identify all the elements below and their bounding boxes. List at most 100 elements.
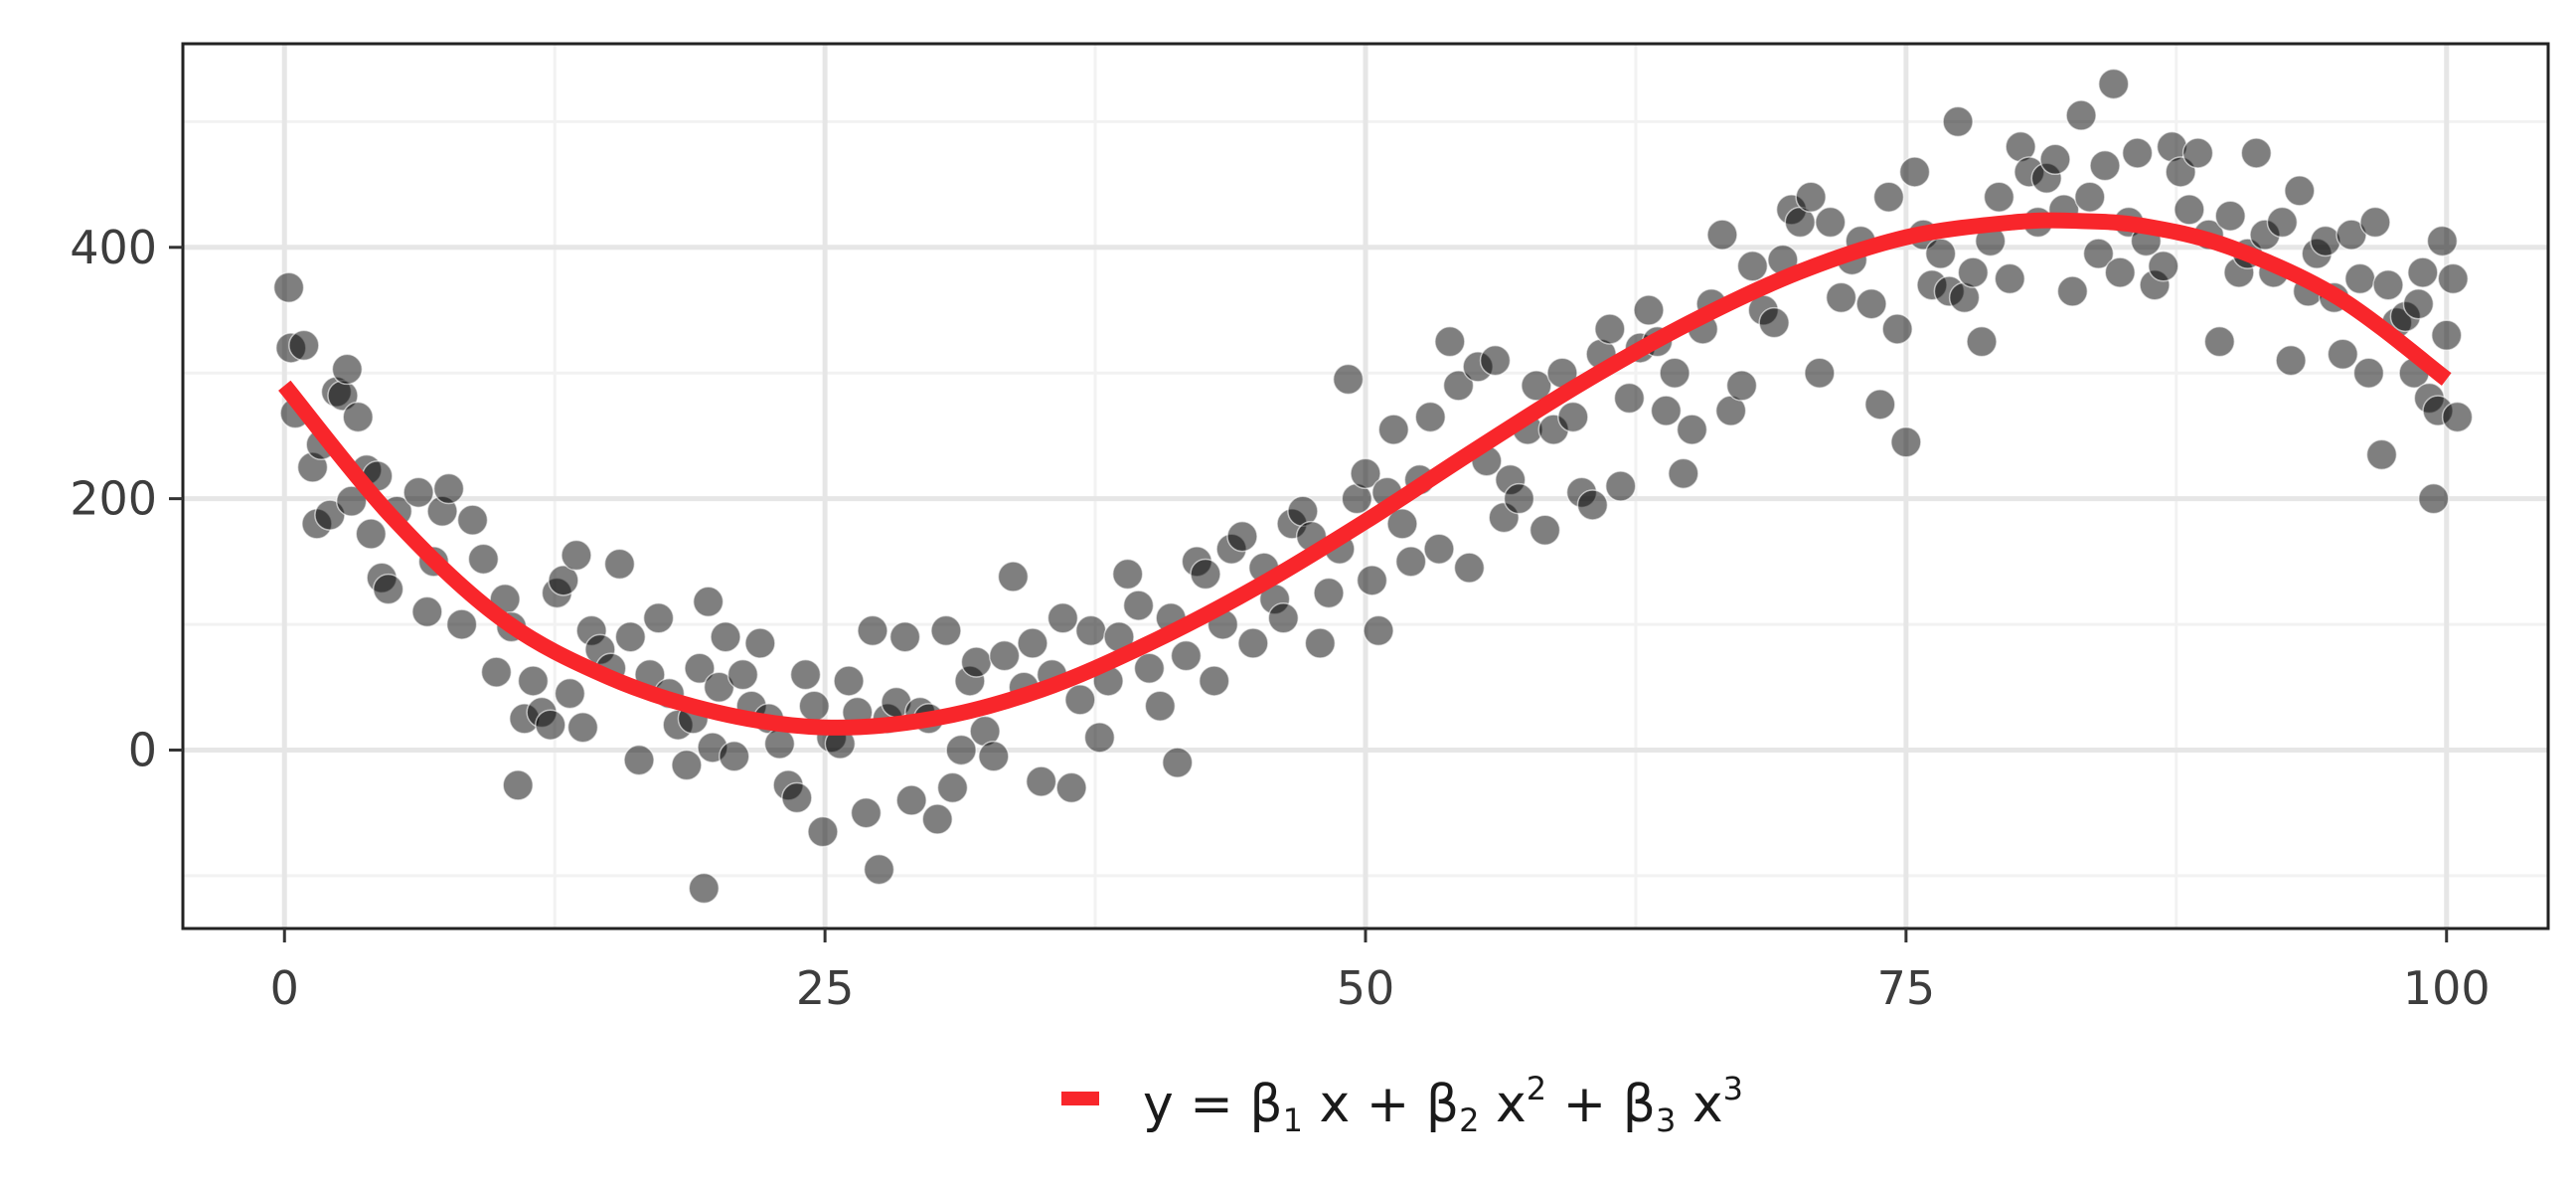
data-point: [719, 741, 750, 772]
data-point: [1966, 325, 1998, 358]
data-point: [1083, 722, 1116, 754]
data-point: [2417, 482, 2450, 515]
data-point: [402, 476, 434, 509]
data-point: [1055, 771, 1087, 804]
data-point: [2343, 262, 2376, 295]
data-point: [684, 652, 716, 685]
data-point: [1529, 514, 1561, 546]
data-point: [1898, 156, 1931, 188]
data-point: [1304, 627, 1337, 659]
data-point: [850, 796, 883, 829]
data-point: [833, 665, 865, 697]
data-point: [1924, 238, 1957, 269]
data-point: [807, 815, 839, 848]
data-point: [445, 608, 478, 640]
data-point: [688, 872, 721, 905]
data-point: [1659, 357, 1690, 389]
data-point: [1046, 601, 1079, 634]
data-point: [2407, 256, 2439, 288]
data-point: [1604, 470, 1637, 502]
data-point: [1706, 219, 1738, 251]
data-point: [1503, 482, 1535, 515]
data-point: [603, 548, 636, 581]
data-point: [561, 539, 592, 572]
data-point: [997, 561, 1030, 592]
data-point: [331, 353, 364, 386]
data-point: [1144, 690, 1177, 722]
data-point: [554, 677, 586, 710]
data-point: [456, 504, 489, 536]
data-point: [1957, 256, 1990, 288]
data-point: [2097, 68, 2130, 100]
data-point: [895, 784, 927, 816]
data-point: [2359, 206, 2391, 239]
data-point: [744, 627, 776, 659]
data-point: [1676, 414, 1708, 445]
data-point: [517, 665, 550, 697]
data-point: [1736, 251, 1769, 282]
data-point: [548, 565, 579, 596]
data-point: [2121, 137, 2154, 169]
data-point: [710, 620, 741, 653]
y-axis: 0 200 400: [70, 221, 183, 776]
data-point: [2275, 344, 2307, 377]
scatter-points: [272, 68, 2474, 905]
data-point: [1356, 565, 1388, 596]
data-point: [2372, 268, 2404, 301]
data-point: [1133, 652, 1166, 685]
data-point: [1890, 426, 1922, 458]
data-point: [1983, 181, 2015, 213]
data-point: [1226, 520, 1258, 553]
data-point: [535, 709, 566, 741]
data-point: [2310, 225, 2341, 257]
data-point: [2266, 206, 2299, 239]
data-point: [1453, 552, 1486, 584]
data-point: [2089, 149, 2121, 182]
y-tick-label: 0: [128, 723, 157, 776]
data-point: [1557, 401, 1589, 433]
data-point: [1814, 206, 1847, 239]
data-point: [1350, 457, 1381, 490]
data-point: [1825, 281, 1857, 314]
fit-curve-line: [278, 212, 2452, 736]
x-tick-label: 0: [270, 961, 299, 1015]
data-point: [2065, 99, 2097, 131]
data-point: [988, 639, 1021, 672]
data-point: [411, 595, 443, 628]
data-point: [355, 518, 388, 550]
data-point: [2441, 401, 2474, 433]
data-point: [1423, 533, 1455, 565]
data-point: [2437, 262, 2470, 295]
data-point: [1668, 457, 1699, 490]
data-point: [1872, 181, 1905, 213]
data-point: [671, 749, 703, 781]
data-point: [1650, 395, 1683, 426]
data-point: [1025, 765, 1057, 797]
data-point: [1237, 627, 1269, 659]
data-point: [467, 543, 500, 576]
data-point: [1313, 577, 1345, 609]
legend: y = β1 x + β2 x2 + β3 x3: [1061, 1070, 1743, 1139]
data-point: [1394, 546, 1427, 578]
data-point: [2352, 357, 2385, 389]
data-point: [1758, 306, 1790, 339]
data-point: [789, 658, 822, 691]
data-point: [1414, 401, 1447, 433]
data-point: [781, 781, 813, 814]
data-point: [1111, 558, 1144, 591]
x-tick-label: 75: [1877, 961, 1936, 1015]
data-point: [2426, 225, 2459, 257]
data-point: [566, 711, 599, 744]
legend-label: y = β1 x + β2 x2 + β3 x3: [1143, 1070, 1743, 1139]
data-point: [1942, 105, 1974, 138]
data-point: [1198, 665, 1230, 697]
data-point: [1190, 558, 1221, 591]
x-tick-label: 25: [796, 961, 855, 1015]
data-point: [1633, 294, 1665, 326]
data-point: [863, 853, 895, 886]
data-point: [726, 658, 759, 691]
data-point: [2074, 181, 2106, 213]
data-point: [1613, 382, 1646, 415]
data-point: [2431, 319, 2463, 352]
